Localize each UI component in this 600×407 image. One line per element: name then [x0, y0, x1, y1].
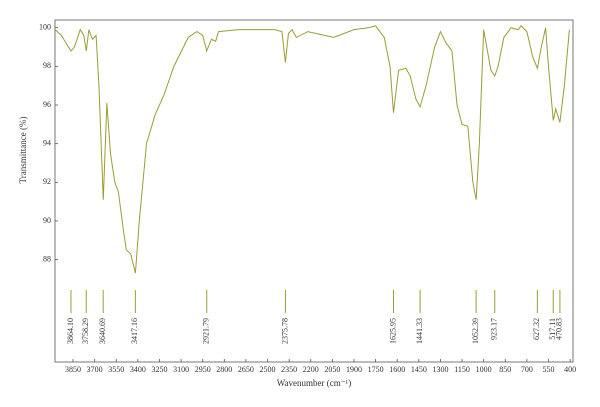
peak-label: 1625.95	[388, 318, 397, 344]
y-tick-label: 90	[43, 216, 51, 225]
x-tick-label: 3850	[65, 365, 81, 374]
x-tick-label: 1900	[346, 365, 362, 374]
x-tick-label: 2050	[324, 365, 340, 374]
y-axis-title: Transmittance (%)	[18, 117, 28, 184]
x-tick-label: 3250	[151, 365, 167, 374]
plot-frame	[54, 19, 574, 363]
peak-label: 923.17	[490, 318, 499, 340]
x-tick-label: 700	[521, 365, 533, 374]
peak-label: 627.32	[532, 318, 541, 340]
x-tick-label: 400	[564, 365, 576, 374]
peak-label: 2921.79	[202, 318, 211, 344]
y-tick-label: 88	[43, 254, 51, 263]
x-tick-label: 2650	[238, 365, 254, 374]
peak-label: 1052.39	[471, 318, 480, 344]
spectrum-line	[54, 25, 570, 274]
y-tick-label: 100	[39, 23, 51, 32]
x-tick-label: 1450	[411, 365, 427, 374]
y-tick-label: 98	[43, 61, 51, 70]
x-tick-label: 3550	[108, 365, 124, 374]
peak-label: 3640.69	[98, 318, 107, 344]
peak-label: 3417.16	[130, 318, 139, 344]
x-tick-label: 850	[499, 365, 511, 374]
x-tick-label: 2800	[216, 365, 232, 374]
peak-label: 3758.29	[81, 318, 90, 344]
x-tick-label: 2200	[303, 365, 319, 374]
x-tick-label: 1750	[368, 365, 384, 374]
x-tick-label: 2350	[281, 365, 297, 374]
x-tick-label: 3700	[87, 365, 103, 374]
x-tick-label: 1300	[432, 365, 448, 374]
peak-label: 1441.33	[415, 318, 424, 344]
x-tick-label: 3400	[130, 365, 146, 374]
peak-label: 3864.10	[66, 318, 75, 344]
x-tick-label: 2500	[260, 365, 276, 374]
x-tick-label: 1600	[389, 365, 405, 374]
y-tick-label: 96	[43, 100, 51, 109]
y-tick-label: 92	[43, 177, 51, 186]
peak-label: 470.83	[555, 318, 564, 340]
x-tick-label: 550	[543, 365, 555, 374]
x-tick-label: 1000	[476, 365, 492, 374]
x-tick-label: 1150	[454, 365, 470, 374]
x-axis-title: Wavenumber (cm⁻¹)	[277, 378, 351, 388]
x-tick-label: 3100	[173, 365, 189, 374]
x-tick-label: 2950	[195, 365, 211, 374]
peak-label: 517.11	[548, 318, 557, 340]
y-tick-label: 94	[43, 138, 51, 147]
peak-label: 2375.78	[280, 318, 289, 344]
